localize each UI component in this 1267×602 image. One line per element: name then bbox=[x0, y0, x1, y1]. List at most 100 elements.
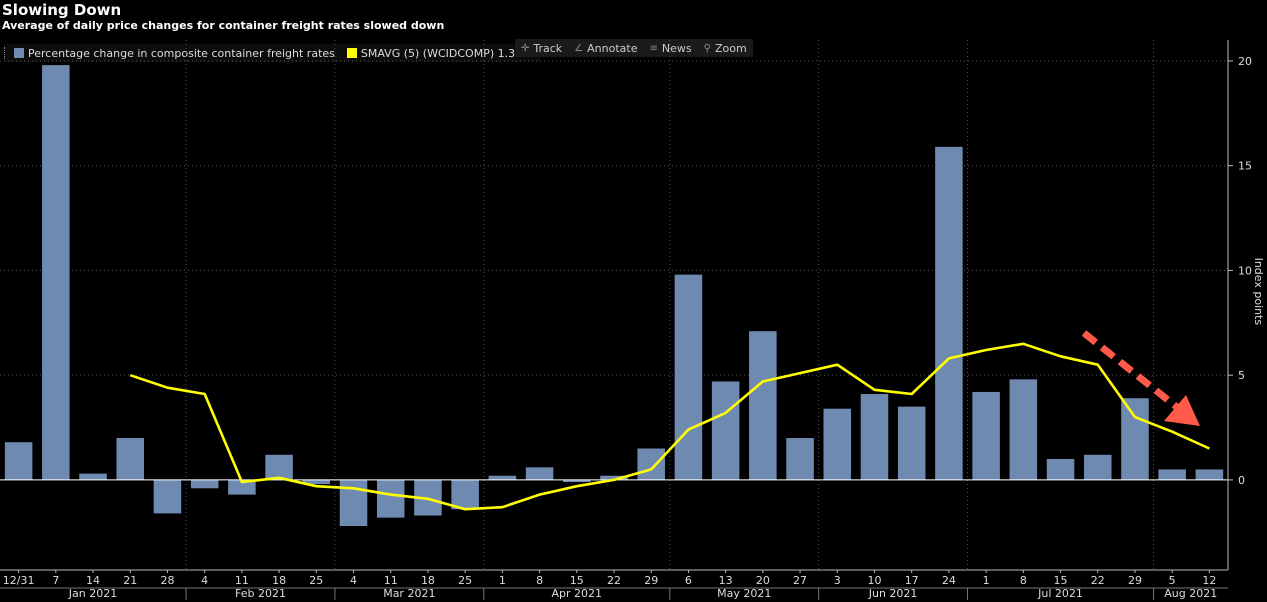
x-tick-label: 25 bbox=[458, 574, 472, 587]
x-tick-label: 12/31 bbox=[3, 574, 35, 587]
x-tick-label: 1 bbox=[499, 574, 506, 587]
bar bbox=[972, 391, 1000, 480]
chart-subtitle: Average of daily price changes for conta… bbox=[2, 19, 445, 32]
legend-swatch-bars bbox=[14, 48, 24, 58]
month-label: Feb 2021 bbox=[235, 587, 286, 600]
bar bbox=[1195, 469, 1224, 480]
legend-label-line: SMAVG (5) (WCIDCOMP) 1.39 bbox=[360, 46, 523, 60]
x-tick-label: 4 bbox=[350, 574, 357, 587]
month-label: Mar 2021 bbox=[383, 587, 435, 600]
x-tick-label: 18 bbox=[421, 574, 435, 587]
bar bbox=[488, 475, 517, 480]
pencil-icon: ∠ bbox=[574, 42, 584, 54]
x-tick-label: 17 bbox=[905, 574, 919, 587]
arrow-head bbox=[1164, 395, 1200, 426]
month-label: Aug 2021 bbox=[1164, 587, 1217, 600]
bar bbox=[711, 381, 740, 480]
chart-toolbar: ✛ Track ∠ Annotate ≡ News ⚲ Zoom bbox=[515, 39, 753, 57]
bar bbox=[637, 448, 665, 480]
x-tick-label: 22 bbox=[607, 574, 621, 587]
bar bbox=[79, 473, 107, 480]
x-tick-label: 11 bbox=[384, 574, 398, 587]
smavg-line bbox=[129, 342, 1210, 511]
crosshair-icon: ✛ bbox=[521, 42, 530, 54]
zoom-label: Zoom bbox=[714, 41, 747, 55]
month-label: Jan 2021 bbox=[68, 587, 117, 600]
chart-title: Slowing Down bbox=[2, 1, 122, 19]
bar bbox=[302, 479, 331, 485]
x-tick-label: 24 bbox=[942, 574, 956, 587]
x-tick-label: 22 bbox=[1091, 574, 1105, 587]
y-axis-title: Index points bbox=[1252, 258, 1265, 326]
bar bbox=[376, 479, 405, 518]
bar bbox=[525, 467, 554, 480]
y-tick-label: 0 bbox=[1238, 474, 1245, 487]
bar bbox=[897, 406, 926, 480]
bar bbox=[451, 479, 479, 510]
y-tick-label: 15 bbox=[1238, 160, 1252, 173]
x-tick-label: 29 bbox=[644, 574, 658, 587]
legend[interactable]: Percentage change in composite container… bbox=[4, 44, 541, 62]
x-axis: 12/31 7 14 21 28 4 11 18 25 4 11 18 25 1 8 15 22 29 6 13 20 2… bbox=[0, 569, 1228, 600]
bar bbox=[1121, 398, 1149, 480]
bar bbox=[786, 438, 814, 480]
x-tick-label: 14 bbox=[86, 574, 100, 587]
x-tick-label: 27 bbox=[793, 574, 807, 587]
x-tick-label: 20 bbox=[756, 574, 770, 587]
bar bbox=[265, 454, 293, 480]
track-button[interactable]: ✛ Track bbox=[515, 39, 568, 57]
bar bbox=[935, 146, 963, 480]
x-tick-label: 12 bbox=[1202, 574, 1216, 587]
bar bbox=[1158, 469, 1186, 480]
x-tick-label: 15 bbox=[1054, 574, 1068, 587]
bar bbox=[860, 394, 889, 480]
annotate-button[interactable]: ∠ Annotate bbox=[568, 39, 643, 57]
legend-swatch-line bbox=[346, 48, 357, 58]
x-tick-label: 11 bbox=[235, 574, 249, 587]
bar bbox=[600, 475, 628, 480]
x-tick-label: 5 bbox=[1169, 574, 1176, 587]
bar bbox=[228, 479, 256, 495]
y-tick-label: 10 bbox=[1238, 264, 1252, 277]
x-tick-label: 8 bbox=[1020, 574, 1027, 587]
legend-item-bars[interactable]: Percentage change in composite container… bbox=[14, 47, 335, 60]
bar bbox=[674, 274, 703, 480]
x-tick-label: 13 bbox=[719, 574, 733, 587]
month-label: Jun 2021 bbox=[868, 587, 918, 600]
bar bbox=[116, 438, 145, 480]
month-label: May 2021 bbox=[717, 587, 771, 600]
news-icon: ≡ bbox=[649, 42, 658, 54]
bar bbox=[1083, 454, 1112, 480]
trend-arrow bbox=[1081, 330, 1200, 426]
bar-series bbox=[4, 65, 1224, 527]
bar bbox=[153, 479, 182, 514]
bar bbox=[563, 479, 591, 483]
bar bbox=[190, 479, 219, 489]
track-label: Track bbox=[533, 41, 563, 55]
x-tick-label: 7 bbox=[52, 574, 59, 587]
y-tick-label: 20 bbox=[1238, 55, 1252, 68]
x-tick-label: 8 bbox=[536, 574, 543, 587]
x-tick-label: 15 bbox=[570, 574, 584, 587]
x-tick-label: 6 bbox=[685, 574, 692, 587]
line-series bbox=[129, 342, 1210, 511]
legend-drag-handle[interactable] bbox=[4, 47, 11, 59]
annotate-label: Annotate bbox=[587, 41, 638, 55]
x-tick-label: 4 bbox=[201, 574, 208, 587]
zoom-icon: ⚲ bbox=[703, 42, 711, 54]
zoom-button[interactable]: ⚲ Zoom bbox=[698, 39, 753, 57]
legend-item-line[interactable]: SMAVG (5) (WCIDCOMP) 1.39 bbox=[346, 46, 523, 60]
y-tick-label: 5 bbox=[1238, 369, 1245, 382]
x-tick-label: 25 bbox=[309, 574, 323, 587]
bar bbox=[1046, 458, 1075, 480]
x-tick-label: 10 bbox=[867, 574, 881, 587]
y-axis: 0 5 10 15 20 Index points bbox=[1227, 40, 1265, 570]
x-tick-label: 28 bbox=[160, 574, 174, 587]
month-label: Apr 2021 bbox=[552, 587, 603, 600]
x-tick-label: 21 bbox=[123, 574, 137, 587]
bar bbox=[1009, 379, 1038, 480]
x-tick-label: 3 bbox=[834, 574, 841, 587]
month-label: Jul 2021 bbox=[1037, 587, 1083, 600]
bar bbox=[749, 331, 777, 480]
